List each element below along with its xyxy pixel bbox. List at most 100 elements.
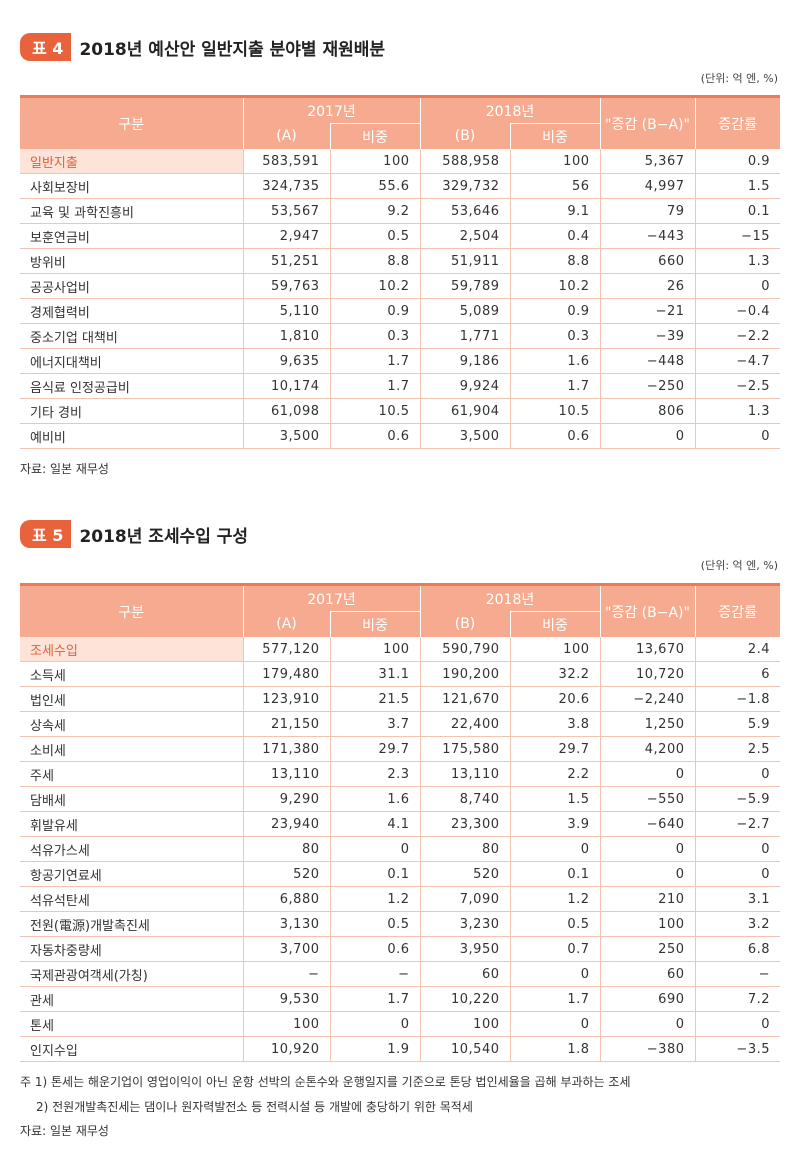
table-row: 일반지출 583,591 100 588,958 100 5,367 0.9 [20, 149, 780, 174]
row-label: 관세 [20, 986, 243, 1012]
cell: −15 [694, 223, 780, 249]
row-label: 소득세 [20, 661, 243, 687]
cell: 0 [694, 1011, 780, 1037]
cell: 31.1 [329, 661, 420, 687]
table5-source: 자료: 일본 재무성 [20, 1124, 109, 1138]
row-label: 조세수입 [20, 637, 243, 662]
cell: 329,732 [419, 173, 510, 199]
cell: 0 [694, 861, 780, 887]
header-change: "증감 (B−A)" [599, 95, 695, 149]
cell: 6.8 [694, 936, 780, 962]
cell: −640 [599, 811, 695, 837]
cell: 56 [509, 173, 600, 199]
cell: 520 [419, 861, 510, 887]
table-row: 기타 경비 61,098 10.5 61,904 10.5 806 1.3 [20, 398, 780, 424]
table4-source: 자료: 일본 재무성 [20, 462, 109, 476]
cell: 0 [509, 961, 600, 987]
cell: 22,400 [419, 711, 510, 737]
cell: 1.2 [509, 886, 600, 912]
cell: 5,089 [419, 298, 510, 324]
cell: 690 [599, 986, 695, 1012]
table-row: 휘발유세 23,940 4.1 23,300 3.9 −640 −2.7 [20, 811, 780, 837]
table-row: 항공기연료세 520 0.1 520 0.1 0 0 [20, 861, 780, 887]
cell: 175,580 [419, 736, 510, 762]
cell: 1.7 [329, 348, 420, 374]
row-label: 교육 및 과학진흥비 [20, 198, 243, 224]
cell: 6 [694, 661, 780, 687]
cell: 0.7 [509, 936, 600, 962]
table-row: 음식료 인정공급비 10,174 1.7 9,924 1.7 −250 −2.5 [20, 373, 780, 399]
row-label: 보훈연금비 [20, 223, 243, 249]
table-row: 사회보장비 324,735 55.6 329,732 56 4,997 1.5 [20, 173, 780, 199]
cell: 520 [242, 861, 330, 887]
cell: 60 [599, 961, 695, 987]
cell: 79 [599, 198, 695, 224]
cell: 250 [599, 936, 695, 962]
cell: 1.7 [509, 373, 600, 399]
cell: 0 [694, 273, 780, 299]
row-label: 담배세 [20, 786, 243, 812]
cell: 179,480 [242, 661, 330, 687]
table-row: 방위비 51,251 8.8 51,911 8.8 660 1.3 [20, 248, 780, 274]
cell: 100 [509, 149, 600, 174]
header-2018: 2018년 [419, 583, 600, 612]
header-share-2017: 비중 [329, 611, 420, 637]
cell: 660 [599, 248, 695, 274]
cell: 0.5 [329, 911, 420, 937]
cell: −5.9 [694, 786, 780, 812]
table-row: 전원(電源)개발촉진세 3,130 0.5 3,230 0.5 100 3.2 [20, 911, 780, 937]
cell: 577,120 [242, 637, 330, 662]
row-label: 중소기업 대책비 [20, 323, 243, 349]
row-label: 석유석탄세 [20, 886, 243, 912]
cell: 3.7 [329, 711, 420, 737]
cell: 21,150 [242, 711, 330, 737]
table4-title: 표 4 2018년 예산안 일반지출 분야별 재원배분 [20, 33, 385, 61]
table4: 구분 2017년 2018년 "증감 (B−A)" 증감률 (A) 비중 (B)… [20, 95, 780, 449]
cell: 9,290 [242, 786, 330, 812]
cell: 0.6 [329, 423, 420, 449]
header-category: 구분 [20, 583, 243, 637]
cell: 0.1 [694, 198, 780, 224]
row-label: 법인세 [20, 686, 243, 712]
cell: 80 [242, 836, 330, 862]
cell: 10.5 [329, 398, 420, 424]
cell: 0 [329, 836, 420, 862]
row-label: 국제관광여객세(가칭) [20, 961, 243, 987]
cell: 59,763 [242, 273, 330, 299]
table-row: 에너지대책비 9,635 1.7 9,186 1.6 −448 −4.7 [20, 348, 780, 374]
cell: 7.2 [694, 986, 780, 1012]
cell: 3.1 [694, 886, 780, 912]
cell: 2.4 [694, 637, 780, 662]
header-category: 구분 [20, 95, 243, 149]
table5-note-2: 2) 전원개발촉진세는 댐이나 원자력발전소 등 전력시설 등 개발에 충당하기… [36, 1100, 473, 1114]
row-label: 자동차중량세 [20, 936, 243, 962]
cell: 3.8 [509, 711, 600, 737]
cell: −2.2 [694, 323, 780, 349]
cell: 590,790 [419, 637, 510, 662]
cell: 10,220 [419, 986, 510, 1012]
cell: 0.3 [329, 323, 420, 349]
cell: 3,230 [419, 911, 510, 937]
cell: 100 [329, 149, 420, 174]
cell: 171,380 [242, 736, 330, 762]
table-row: 중소기업 대책비 1,810 0.3 1,771 0.3 −39 −2.2 [20, 323, 780, 349]
cell: 10,720 [599, 661, 695, 687]
cell: 9,924 [419, 373, 510, 399]
cell: 0.9 [694, 149, 780, 174]
row-label: 상속세 [20, 711, 243, 737]
cell: 13,110 [242, 761, 330, 787]
row-label: 일반지출 [20, 149, 243, 174]
cell: 5,367 [599, 149, 695, 174]
table4-title-text: 2018년 예산안 일반지출 분야별 재원배분 [79, 39, 386, 60]
cell: 3,950 [419, 936, 510, 962]
cell: 1.8 [509, 1036, 600, 1062]
cell: 588,958 [419, 149, 510, 174]
table-row: 교육 및 과학진흥비 53,567 9.2 53,646 9.1 79 0.1 [20, 198, 780, 224]
cell: 0 [599, 761, 695, 787]
cell: 0 [694, 761, 780, 787]
cell: 4,997 [599, 173, 695, 199]
table5: 구분 2017년 2018년 "증감 (B−A)" 증감률 (A) 비중 (B)… [20, 583, 780, 1062]
cell: 1.3 [694, 248, 780, 274]
row-label: 에너지대책비 [20, 348, 243, 374]
row-label: 인지수입 [20, 1036, 243, 1062]
